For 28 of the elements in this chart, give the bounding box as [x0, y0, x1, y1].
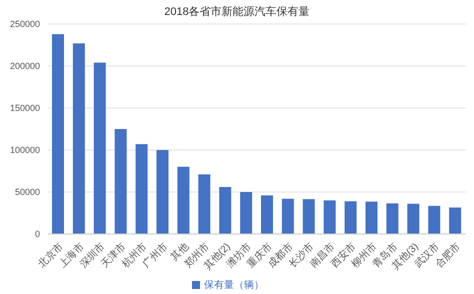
chart-title: 2018各省市新能源汽车保有量: [163, 4, 311, 18]
bar: [177, 166, 190, 234]
bar: [449, 208, 462, 234]
bar: [52, 34, 64, 234]
bar: [114, 129, 127, 234]
legend-label: 保有量（辆）: [204, 280, 264, 291]
bar: [198, 174, 210, 234]
bar: [136, 144, 148, 234]
bar: [261, 195, 273, 234]
bar: [324, 200, 336, 234]
bar: [407, 204, 420, 234]
bar: [240, 192, 252, 234]
y-tick-label: 0: [34, 229, 40, 240]
bar: [72, 43, 85, 234]
y-tick-label: 50000: [14, 187, 40, 198]
bar: [156, 150, 168, 234]
bar: [386, 203, 398, 234]
bar: [219, 186, 232, 234]
y-tick-label: 250000: [10, 19, 40, 30]
bar: [428, 206, 440, 234]
bar: [94, 62, 106, 234]
y-tick-label: 150000: [10, 103, 40, 114]
bar: [302, 199, 315, 234]
y-tick-label: 200000: [10, 61, 40, 72]
bar: [344, 201, 357, 234]
bar: [366, 202, 378, 234]
bar: [282, 198, 294, 234]
y-tick-label: 100000: [10, 145, 40, 156]
